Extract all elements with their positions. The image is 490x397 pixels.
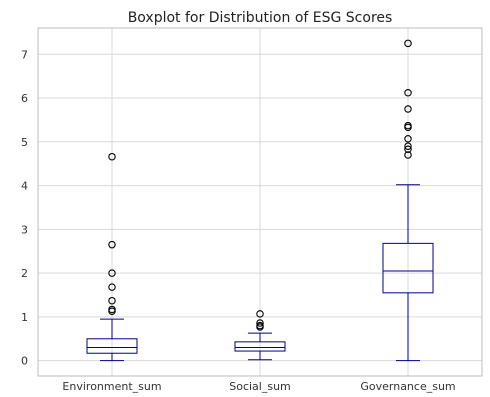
y-tick-label: 7 — [21, 48, 28, 61]
x-tick-label: Social_sum — [229, 380, 291, 393]
y-tick-label: 5 — [21, 136, 28, 149]
y-tick-label: 6 — [21, 92, 28, 105]
axis-ticks: 0 1 2 3 4 5 6 7 Environment_sum Social_sum Governa… — [21, 48, 456, 393]
y-tick-label: 0 — [21, 355, 28, 368]
x-tick-label: Environment_sum — [62, 380, 161, 393]
y-tick-label: 4 — [21, 180, 28, 193]
y-tick-label: 3 — [21, 223, 28, 236]
y-tick-label: 1 — [21, 311, 28, 324]
y-tick-label: 2 — [21, 267, 28, 280]
x-tick-label: Governance_sum — [360, 380, 455, 393]
chart-title: Boxplot for Distribution of ESG Scores — [128, 10, 393, 26]
